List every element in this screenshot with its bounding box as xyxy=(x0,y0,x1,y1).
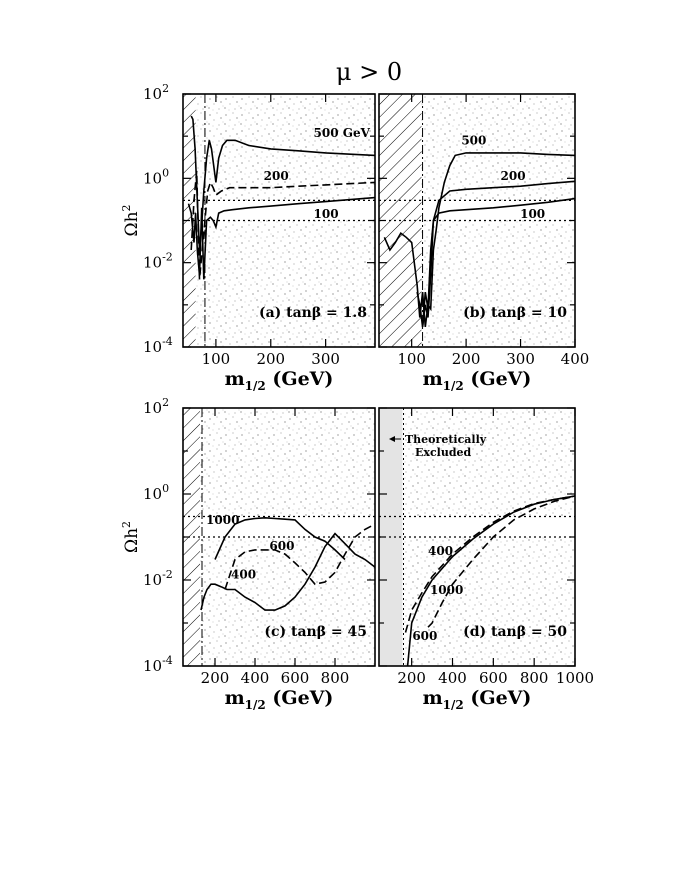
series-line xyxy=(383,152,576,327)
panel-label: (b) tanβ = 10 xyxy=(463,305,567,321)
y-tick-label: 10-4 xyxy=(143,654,173,675)
annotation-text: Theoretically xyxy=(405,433,487,446)
curve-label: 200 xyxy=(501,169,526,183)
allowed-band xyxy=(379,516,575,537)
x-axis-label: m1/2 (GeV) xyxy=(225,687,334,712)
panel-3: 1000 600 400 200 400 600 800 10-4 10-2 100 102 m1/2… xyxy=(120,396,376,712)
annotation-arrowhead xyxy=(389,436,395,442)
annotation-text: Excluded xyxy=(415,446,472,459)
y-tick-label: 100 xyxy=(143,482,169,503)
curve-label: 400 xyxy=(231,567,256,581)
curve-label: 1000 xyxy=(206,513,239,527)
panel-label: (c) tanβ = 45 xyxy=(264,624,367,640)
x-tick-label: 200 xyxy=(397,669,426,687)
curve-label: 600 xyxy=(412,629,437,643)
x-tick-label: 200 xyxy=(452,350,481,368)
x-tick-label: 100 xyxy=(397,350,426,368)
x-tick-label: 200 xyxy=(256,350,285,368)
panel-1: 500 GeV 200 100 100 200 300 10-4 10-2 100 102 m1/2… xyxy=(120,82,376,393)
y-axis-label: Ωh2 xyxy=(120,521,142,553)
series-line xyxy=(200,532,376,611)
x-tick-label: 600 xyxy=(479,669,508,687)
series-line xyxy=(190,170,376,280)
panel-label: (d) tanβ = 50 xyxy=(463,624,567,640)
x-tick-label: 400 xyxy=(241,669,270,687)
figure-title: μ > 0 xyxy=(336,58,402,86)
x-tick-label: 600 xyxy=(281,669,310,687)
curve-label: 500 GeV xyxy=(314,126,371,140)
y-tick-label: 102 xyxy=(143,396,169,417)
curve-label: 1000 xyxy=(430,583,463,597)
x-tick-label: 400 xyxy=(438,669,467,687)
curve-label: 500 xyxy=(461,134,486,148)
x-tick-label: 1000 xyxy=(556,669,594,687)
allowed-band xyxy=(183,200,375,221)
series-line xyxy=(214,516,346,561)
x-axis-label: m1/2 (GeV) xyxy=(423,687,532,712)
allowed-band xyxy=(183,516,375,537)
excluded-region xyxy=(183,408,200,666)
x-axis-label: m1/2 (GeV) xyxy=(225,368,334,393)
series-line xyxy=(224,523,376,590)
series-line xyxy=(427,495,576,628)
x-tick-label: 800 xyxy=(520,669,549,687)
y-tick-label: 100 xyxy=(143,166,169,187)
curve-label: 600 xyxy=(269,539,294,553)
curve-label: 400 xyxy=(428,544,453,558)
panel-2: 500 200 100 100 200 300 400 m1/2 (GeV) (b) tanβ … xyxy=(378,93,590,393)
x-tick-label: 300 xyxy=(506,350,535,368)
y-tick-label: 10-2 xyxy=(143,568,173,589)
x-tick-label: 300 xyxy=(311,350,340,368)
x-tick-label: 800 xyxy=(321,669,350,687)
y-tick-label: 102 xyxy=(143,82,169,103)
curve-label: 100 xyxy=(314,207,339,221)
x-tick-label: 100 xyxy=(202,350,231,368)
series-line xyxy=(406,495,576,667)
series-line xyxy=(187,196,376,280)
panel-label: (a) tanβ = 1.8 xyxy=(259,305,367,321)
y-tick-label: 10-4 xyxy=(143,335,173,356)
x-axis-label: m1/2 (GeV) xyxy=(423,368,532,393)
series-line xyxy=(421,197,576,327)
curve-label: 200 xyxy=(264,169,289,183)
panels: 500 GeV 200 100 100 200 300 10-4 10-2 100 102 m1/2… xyxy=(120,82,594,712)
x-tick-label: 400 xyxy=(561,350,590,368)
y-tick-label: 10-2 xyxy=(143,251,173,272)
curve-label: 100 xyxy=(520,207,545,221)
x-tick-label: 200 xyxy=(201,669,230,687)
y-axis-label: Ωh2 xyxy=(120,204,142,236)
